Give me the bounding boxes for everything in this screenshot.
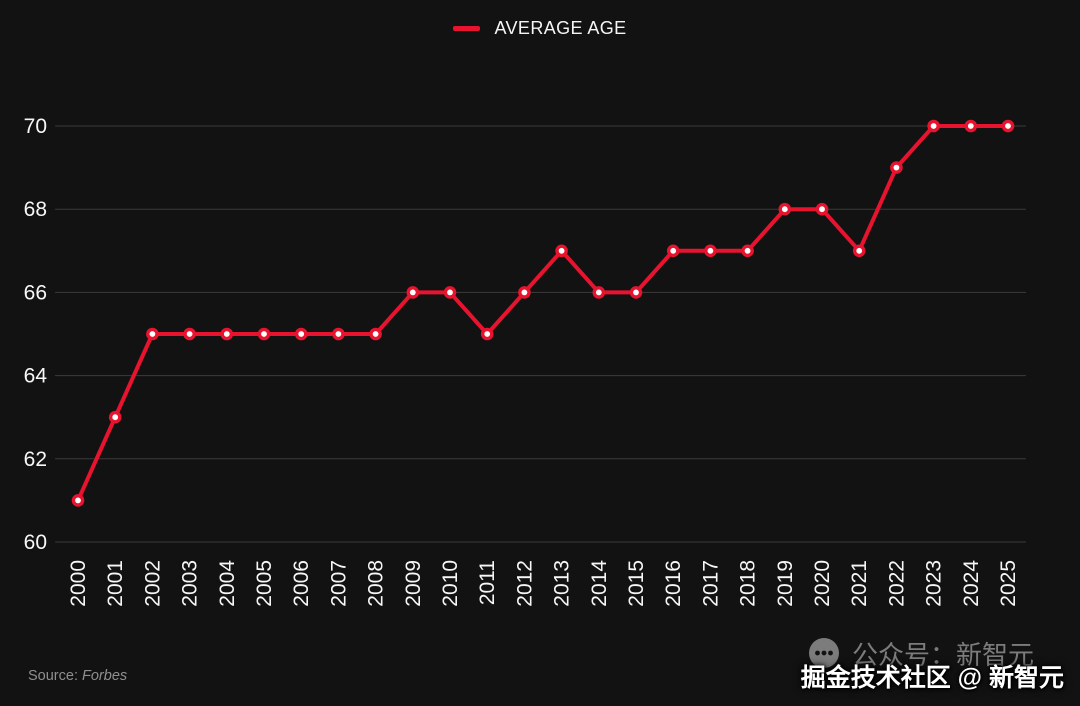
y-tick-label: 64 — [24, 365, 48, 388]
x-tick-label: 2013 — [551, 560, 574, 607]
watermark-overlay-text: 掘金技术社区 @ 新智元 — [800, 664, 1064, 692]
x-tick-label: 2014 — [588, 560, 611, 607]
y-tick-label: 68 — [24, 198, 47, 221]
x-tick-label: 2004 — [216, 560, 239, 607]
data-point — [480, 327, 494, 341]
x-tick-label: 2010 — [439, 560, 462, 607]
source-label: Source: — [28, 668, 78, 684]
x-tick-label: 2023 — [923, 560, 946, 607]
data-point — [1001, 119, 1015, 133]
x-tick-label: 2011 — [476, 560, 499, 605]
x-tick-label: 2005 — [253, 560, 276, 607]
y-tick-label: 60 — [24, 531, 47, 554]
data-point — [257, 327, 271, 341]
data-point — [71, 494, 85, 507]
data-point — [592, 286, 606, 299]
x-tick-label: 2003 — [179, 560, 202, 607]
data-point — [629, 286, 643, 299]
data-point — [518, 286, 531, 299]
x-tick-label: 2017 — [699, 560, 722, 607]
x-tick-label: 2021 — [848, 560, 871, 607]
data-point — [927, 119, 940, 133]
x-tick-label: 2012 — [513, 560, 536, 607]
data-point — [666, 244, 680, 258]
x-tick-label: 2019 — [774, 560, 797, 607]
data-point — [294, 327, 308, 341]
data-point — [220, 327, 234, 341]
series-line — [76, 124, 1010, 503]
watermark-gray-text: 公众号：新智元 — [851, 640, 1034, 670]
x-tick-label: 2016 — [662, 560, 685, 607]
wechat-icon — [808, 637, 839, 668]
x-tick-label: 2000 — [67, 560, 90, 607]
x-tick-label: 2002 — [141, 560, 164, 607]
data-point — [332, 327, 345, 341]
legend-line-swatch — [453, 26, 481, 31]
y-tick-label: 66 — [24, 281, 47, 304]
y-tick-label: 70 — [24, 115, 47, 138]
x-tick-label: 2024 — [960, 560, 983, 607]
x-tick-label: 2018 — [737, 560, 760, 607]
x-tick-label: 2008 — [365, 560, 388, 607]
data-point — [852, 244, 866, 258]
data-point — [555, 244, 568, 258]
data-point — [890, 161, 903, 174]
x-tick-label: 2020 — [811, 560, 834, 607]
x-tick-label: 2007 — [327, 560, 350, 607]
data-point — [704, 244, 717, 258]
x-tick-label: 2022 — [885, 560, 908, 607]
data-point — [146, 327, 159, 341]
data-point — [369, 327, 382, 341]
data-point — [443, 286, 457, 299]
watermark-gray: 公众号：新智元 — [806, 635, 1034, 672]
x-tick-label: 2009 — [402, 560, 425, 607]
data-point — [108, 410, 122, 424]
data-point — [964, 119, 978, 133]
x-tick-label: 2006 — [290, 560, 313, 607]
data-point — [406, 286, 420, 299]
data-point — [778, 202, 792, 216]
x-tick-label: 2001 — [104, 560, 127, 607]
source-attribution: Source: Forbes — [28, 668, 127, 684]
data-point — [815, 202, 829, 216]
legend-label: AVERAGE AGE — [494, 18, 627, 38]
data-point — [183, 327, 196, 341]
source-name: Forbes — [82, 668, 128, 684]
chart-legend: AVERAGE AGE — [0, 18, 1080, 39]
y-tick-label: 62 — [24, 448, 47, 471]
x-tick-label: 2015 — [625, 560, 648, 607]
x-tick-label: 2025 — [997, 560, 1020, 607]
data-point — [741, 244, 754, 258]
